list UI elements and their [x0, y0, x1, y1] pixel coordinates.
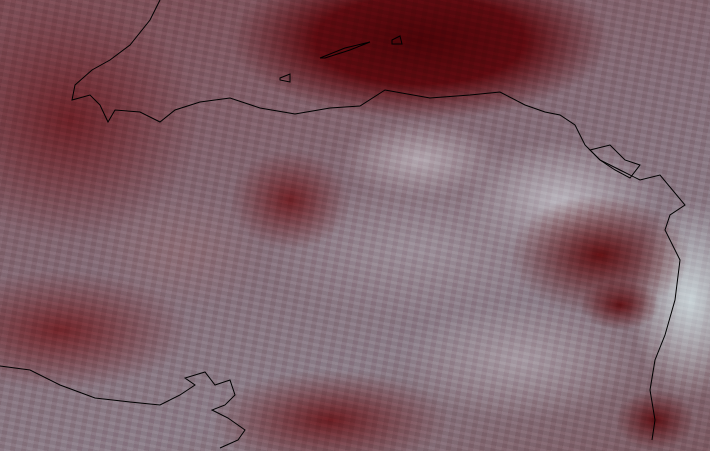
peninsula-east [589, 144, 641, 179]
coastline-north [71, 0, 686, 441]
island-3 [279, 73, 291, 83]
island-2 [391, 35, 403, 45]
island-1 [319, 41, 371, 59]
coastline-south [0, 365, 246, 449]
